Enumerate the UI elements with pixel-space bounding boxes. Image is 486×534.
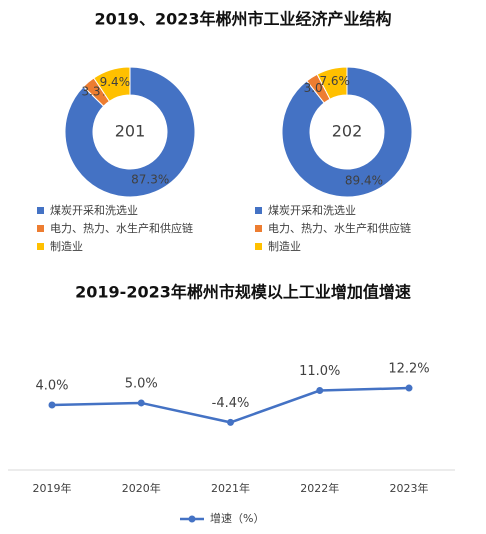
- data-label: 7.6%: [319, 74, 350, 88]
- x-tick-label: 2022年: [300, 481, 339, 495]
- data-label: 4.0%: [35, 379, 68, 394]
- x-tick-label: 2019年: [33, 481, 72, 495]
- point: [227, 418, 234, 426]
- data-label: -4.4%: [212, 396, 250, 411]
- legend-swatch: [255, 207, 262, 214]
- legend-label: 煤炭开采和洗选业: [268, 204, 356, 217]
- chart-title: 2019-2023年郴州市规模以上工业增加值增速: [75, 283, 411, 302]
- x-tick-label: 2020年: [122, 481, 161, 495]
- legend-swatch: [37, 243, 44, 250]
- point: [48, 401, 56, 409]
- legend-swatch: [255, 243, 262, 250]
- legend-label: 制造业: [50, 239, 83, 253]
- legend-swatch: [37, 225, 44, 232]
- x-tick-label: 2023年: [390, 481, 429, 495]
- legend-label: 制造业: [268, 239, 301, 253]
- donut-slice: [93, 66, 131, 102]
- donut-slice: [64, 66, 196, 198]
- point: [405, 384, 413, 392]
- data-label: 11.0%: [299, 364, 340, 379]
- legend-marker: [188, 515, 196, 523]
- legend-swatch: [255, 225, 262, 232]
- data-label: 87.3%: [131, 172, 169, 186]
- point: [137, 399, 145, 407]
- donut-slice: [281, 66, 413, 198]
- chart-title: 2019、2023年郴州市工业经济产业结构: [94, 10, 391, 29]
- point: [316, 387, 324, 395]
- data-label: 12.2%: [388, 362, 429, 377]
- data-label: 89.4%: [345, 174, 383, 188]
- legend-label: 电力、热力、水生产和供应链: [50, 221, 193, 235]
- center-label: 201: [115, 122, 146, 141]
- center-label: 202: [332, 122, 363, 141]
- x-tick-label: 2021年: [211, 481, 250, 495]
- legend-label: 增速（%）: [210, 511, 264, 525]
- legend-label: 煤炭开采和洗选业: [50, 204, 138, 217]
- data-label: 5.0%: [125, 376, 158, 391]
- data-label: 9.4%: [100, 75, 131, 89]
- donut-slice: [316, 66, 348, 100]
- legend-label: 电力、热力、水生产和供应链: [268, 221, 411, 235]
- legend-swatch: [37, 207, 44, 214]
